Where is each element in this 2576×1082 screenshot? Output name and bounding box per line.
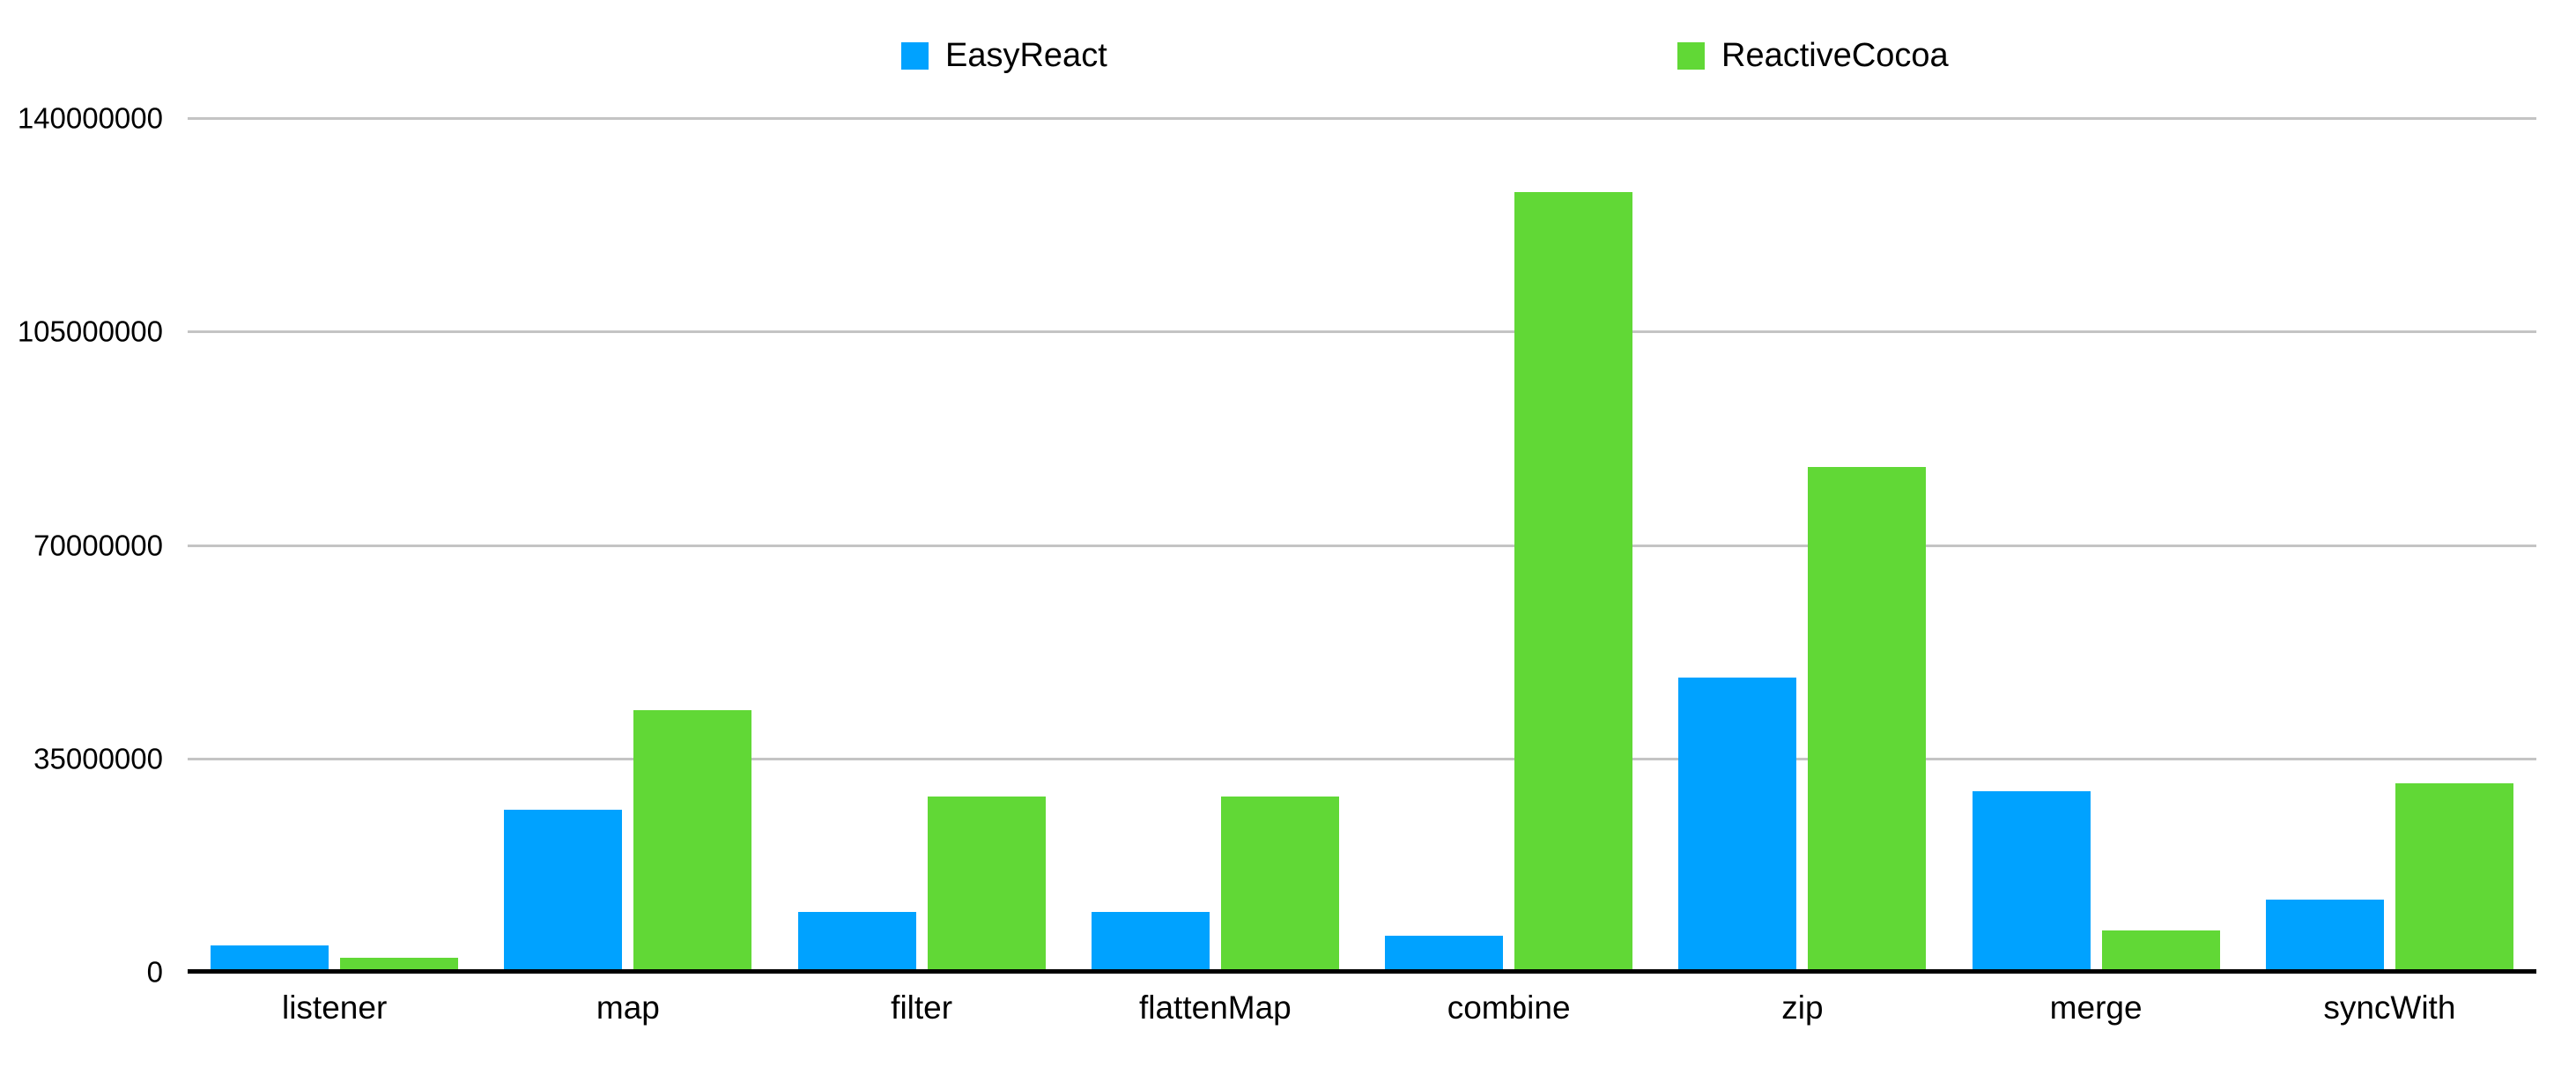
x-label-merge: merge bbox=[2049, 989, 2143, 1026]
x-axis-baseline bbox=[188, 969, 2536, 974]
x-label-combine: combine bbox=[1447, 989, 1571, 1026]
y-tick-35000000: 35000000 bbox=[33, 742, 163, 775]
bar-easyreact-zip bbox=[1678, 678, 1797, 971]
x-label-syncWith: syncWith bbox=[2323, 989, 2456, 1026]
gridline-70000000 bbox=[188, 544, 2536, 547]
y-tick-70000000: 70000000 bbox=[33, 529, 163, 562]
bar-groups bbox=[188, 117, 2536, 971]
gridline-105000000 bbox=[188, 330, 2536, 334]
bar-easyreact-merge bbox=[1972, 791, 2091, 971]
x-label-zip: zip bbox=[1781, 989, 1824, 1026]
y-tick-140000000: 140000000 bbox=[17, 101, 163, 135]
x-axis-labels: listener map filter flattenMap combine z… bbox=[188, 989, 2536, 1026]
legend-entry-easyreact: EasyReact bbox=[901, 39, 1107, 72]
legend-entry-reactivecocoa: ReactiveCocoa bbox=[1677, 39, 1949, 72]
bar-reactivecocoa-merge bbox=[2101, 930, 2220, 971]
bar-group-merge bbox=[1950, 117, 2243, 971]
y-tick-105000000: 105000000 bbox=[17, 315, 163, 348]
legend-swatch-easyreact bbox=[901, 41, 929, 70]
bar-group-map bbox=[481, 117, 774, 971]
bar-group-zip bbox=[1655, 117, 1949, 971]
x-label-filter: filter bbox=[891, 989, 953, 1026]
y-tick-0: 0 bbox=[146, 955, 163, 989]
bar-easyreact-map bbox=[504, 810, 623, 971]
bar-easyreact-flattenMap bbox=[1091, 912, 1210, 971]
gridline-35000000 bbox=[188, 757, 2536, 760]
bar-reactivecocoa-filter bbox=[927, 797, 1046, 971]
bar-reactivecocoa-listener bbox=[340, 958, 459, 971]
plot-area bbox=[188, 117, 2536, 974]
bar-reactivecocoa-combine bbox=[1514, 192, 1633, 971]
bar-reactivecocoa-map bbox=[633, 710, 752, 971]
legend-label-reactivecocoa: ReactiveCocoa bbox=[1721, 37, 1949, 74]
bar-group-filter bbox=[775, 117, 1069, 971]
x-label-flattenMap: flattenMap bbox=[1138, 989, 1292, 1026]
bar-group-combine bbox=[1362, 117, 1655, 971]
gridline-140000000 bbox=[188, 117, 2536, 120]
x-label-map: map bbox=[596, 989, 660, 1026]
bar-reactivecocoa-zip bbox=[1808, 467, 1927, 971]
bar-easyreact-syncWith bbox=[2265, 900, 2384, 971]
bar-easyreact-filter bbox=[797, 912, 916, 971]
legend-label-easyreact: EasyReact bbox=[945, 37, 1107, 74]
x-label-listener: listener bbox=[281, 989, 388, 1026]
bar-group-syncWith bbox=[2243, 117, 2536, 971]
bar-group-listener bbox=[188, 117, 481, 971]
bar-easyreact-combine bbox=[1385, 936, 1504, 971]
bar-reactivecocoa-syncWith bbox=[2395, 783, 2513, 971]
bar-group-flattenMap bbox=[1069, 117, 1362, 971]
legend-swatch-reactivecocoa bbox=[1677, 41, 1705, 70]
bar-reactivecocoa-flattenMap bbox=[1220, 797, 1339, 971]
bar-easyreact-listener bbox=[211, 945, 329, 971]
